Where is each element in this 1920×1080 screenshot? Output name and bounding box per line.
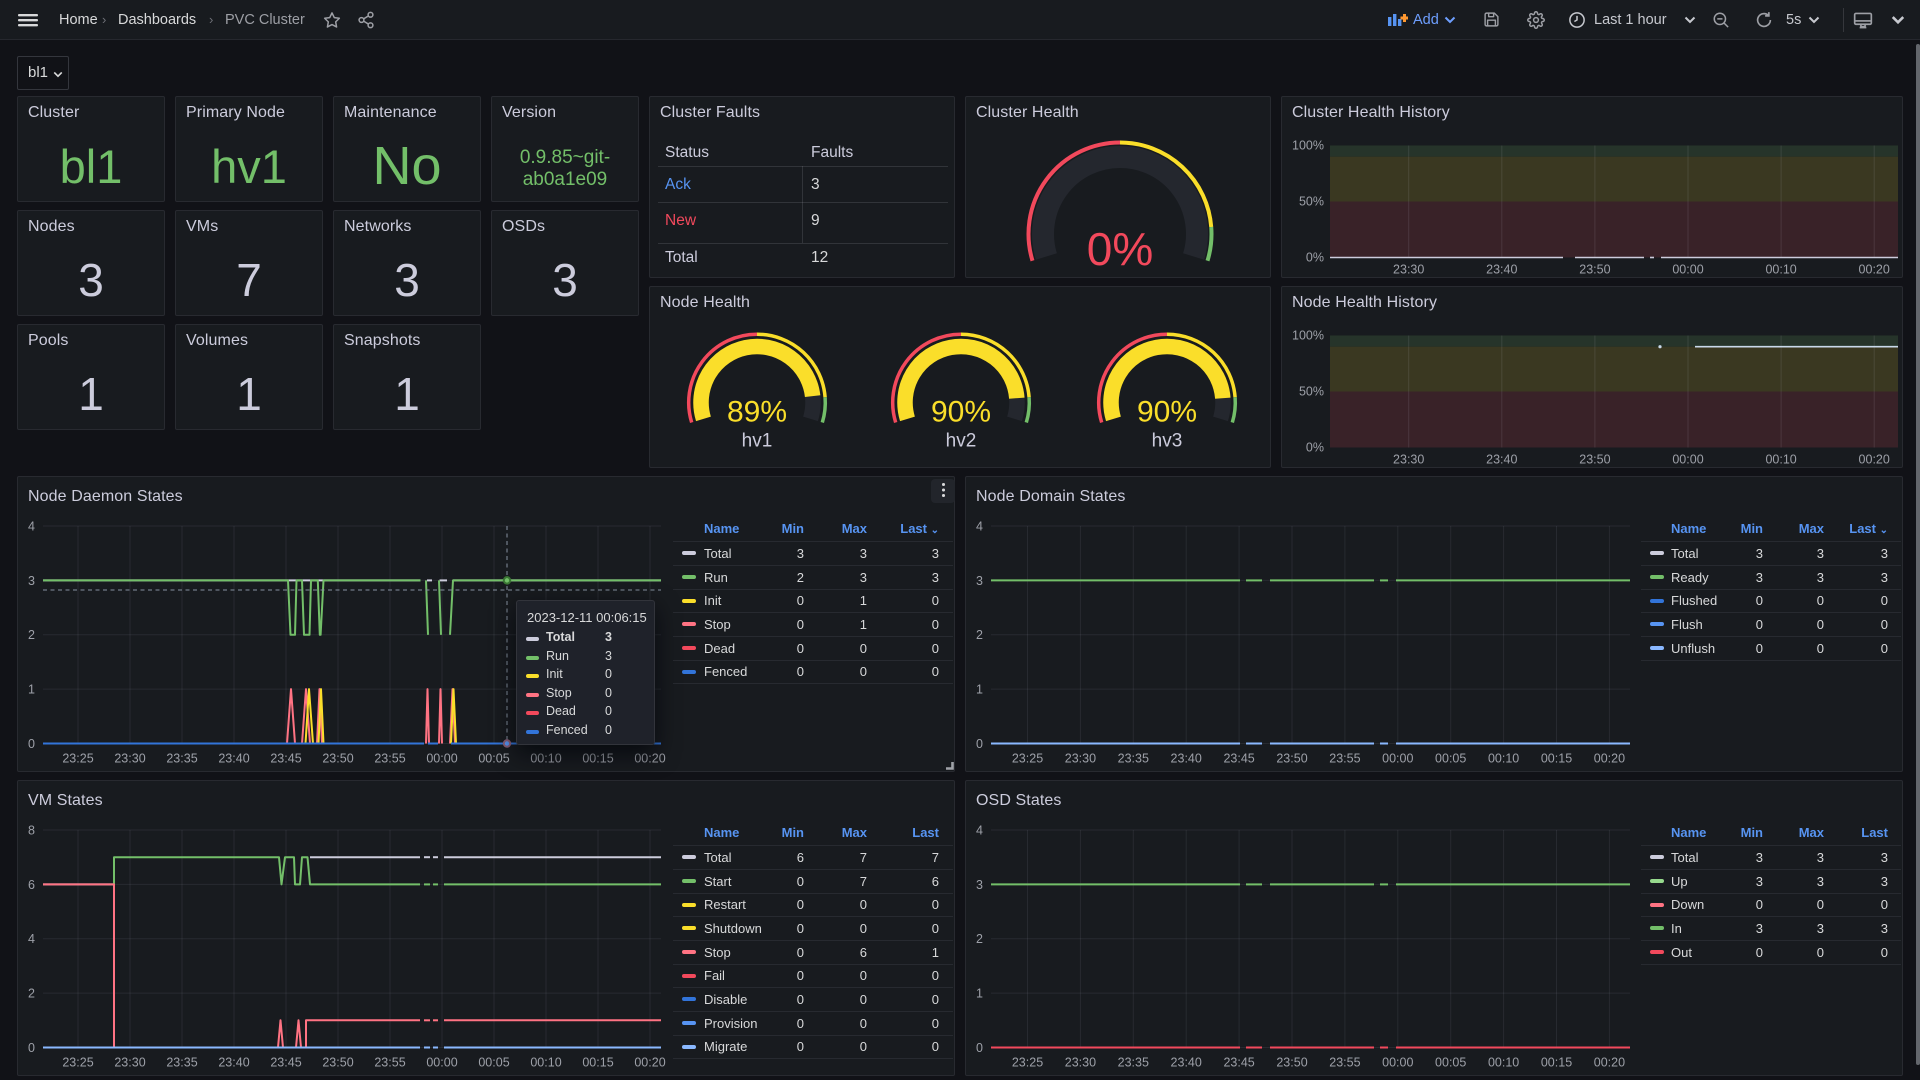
svg-text:00:00: 00:00	[1382, 1056, 1413, 1070]
svg-text:23:55: 23:55	[374, 752, 405, 766]
svg-text:3: 3	[976, 574, 983, 588]
svg-text:23:40: 23:40	[1171, 1056, 1202, 1070]
svg-text:23:45: 23:45	[1223, 752, 1254, 766]
svg-text:23:35: 23:35	[166, 752, 197, 766]
svg-text:0: 0	[976, 737, 983, 751]
svg-text:00:15: 00:15	[1541, 1056, 1572, 1070]
svg-text:23:25: 23:25	[1012, 752, 1043, 766]
svg-text:4: 4	[28, 520, 35, 534]
svg-text:00:10: 00:10	[530, 1056, 561, 1070]
svg-text:23:30: 23:30	[1393, 263, 1424, 277]
svg-text:23:45: 23:45	[270, 1056, 301, 1070]
svg-text:23:50: 23:50	[1276, 752, 1307, 766]
svg-text:00:20: 00:20	[1594, 1056, 1625, 1070]
svg-text:3: 3	[28, 574, 35, 588]
svg-text:23:30: 23:30	[114, 1056, 145, 1070]
svg-text:23:50: 23:50	[1579, 263, 1610, 277]
svg-text:0: 0	[28, 737, 35, 751]
svg-text:90%: 90%	[1137, 396, 1197, 429]
svg-text:1: 1	[976, 683, 983, 697]
svg-text:50%: 50%	[1299, 195, 1324, 209]
svg-text:23:25: 23:25	[62, 752, 93, 766]
svg-text:00:20: 00:20	[634, 1056, 665, 1070]
svg-text:00:00: 00:00	[1382, 752, 1413, 766]
svg-text:23:35: 23:35	[1118, 752, 1149, 766]
svg-text:8: 8	[28, 824, 35, 838]
svg-text:23:40: 23:40	[1171, 752, 1202, 766]
svg-text:4: 4	[976, 520, 983, 534]
svg-text:0%: 0%	[1306, 251, 1324, 265]
svg-text:89%: 89%	[727, 396, 787, 429]
svg-text:00:10: 00:10	[1488, 752, 1519, 766]
svg-text:2: 2	[976, 932, 983, 946]
svg-text:00:10: 00:10	[1765, 453, 1796, 467]
svg-text:00:00: 00:00	[426, 752, 457, 766]
svg-text:23:40: 23:40	[1486, 453, 1517, 467]
svg-text:00:00: 00:00	[1672, 263, 1703, 277]
svg-text:6: 6	[28, 878, 35, 892]
svg-text:hv1: hv1	[742, 431, 773, 452]
svg-text:23:55: 23:55	[1329, 1056, 1360, 1070]
svg-text:0%: 0%	[1306, 441, 1324, 455]
svg-text:00:15: 00:15	[582, 1056, 613, 1070]
svg-text:2: 2	[28, 987, 35, 1001]
svg-text:00:20: 00:20	[1859, 263, 1890, 277]
svg-text:2: 2	[976, 628, 983, 642]
svg-text:00:20: 00:20	[634, 752, 665, 766]
svg-text:23:35: 23:35	[166, 1056, 197, 1070]
svg-text:23:55: 23:55	[1329, 752, 1360, 766]
svg-text:23:50: 23:50	[1276, 1056, 1307, 1070]
svg-text:00:20: 00:20	[1859, 453, 1890, 467]
svg-text:90%: 90%	[931, 396, 991, 429]
svg-text:hv2: hv2	[946, 431, 977, 452]
svg-text:23:30: 23:30	[1393, 453, 1424, 467]
svg-text:3: 3	[976, 878, 983, 892]
svg-text:00:05: 00:05	[478, 752, 509, 766]
svg-text:23:40: 23:40	[218, 752, 249, 766]
svg-text:100%: 100%	[1292, 329, 1324, 343]
svg-text:2: 2	[28, 628, 35, 642]
svg-text:00:10: 00:10	[1765, 263, 1796, 277]
svg-text:00:05: 00:05	[478, 1056, 509, 1070]
svg-text:23:55: 23:55	[374, 1056, 405, 1070]
svg-text:23:45: 23:45	[270, 752, 301, 766]
svg-text:23:40: 23:40	[1486, 263, 1517, 277]
svg-text:00:10: 00:10	[530, 752, 561, 766]
svg-text:23:40: 23:40	[218, 1056, 249, 1070]
svg-text:23:25: 23:25	[62, 1056, 93, 1070]
svg-text:23:30: 23:30	[1065, 752, 1096, 766]
svg-text:23:50: 23:50	[322, 752, 353, 766]
svg-text:00:10: 00:10	[1488, 1056, 1519, 1070]
svg-text:00:20: 00:20	[1594, 752, 1625, 766]
svg-text:23:50: 23:50	[1579, 453, 1610, 467]
svg-text:0: 0	[28, 1041, 35, 1055]
svg-text:4: 4	[28, 932, 35, 946]
svg-text:00:05: 00:05	[1435, 1056, 1466, 1070]
svg-text:00:00: 00:00	[1672, 453, 1703, 467]
svg-text:1: 1	[976, 987, 983, 1001]
svg-text:00:15: 00:15	[582, 752, 613, 766]
svg-text:1: 1	[28, 683, 35, 697]
svg-text:23:25: 23:25	[1012, 1056, 1043, 1070]
svg-text:0%: 0%	[1087, 223, 1153, 275]
svg-text:23:35: 23:35	[1118, 1056, 1149, 1070]
svg-text:23:45: 23:45	[1223, 1056, 1254, 1070]
svg-text:23:30: 23:30	[1065, 1056, 1096, 1070]
svg-text:0: 0	[976, 1041, 983, 1055]
svg-text:23:30: 23:30	[114, 752, 145, 766]
svg-text:100%: 100%	[1292, 139, 1324, 153]
svg-text:4: 4	[976, 824, 983, 838]
svg-text:50%: 50%	[1299, 385, 1324, 399]
svg-text:hv3: hv3	[1152, 431, 1183, 452]
svg-text:00:00: 00:00	[426, 1056, 457, 1070]
svg-text:00:05: 00:05	[1435, 752, 1466, 766]
svg-text:23:50: 23:50	[322, 1056, 353, 1070]
svg-text:00:15: 00:15	[1541, 752, 1572, 766]
